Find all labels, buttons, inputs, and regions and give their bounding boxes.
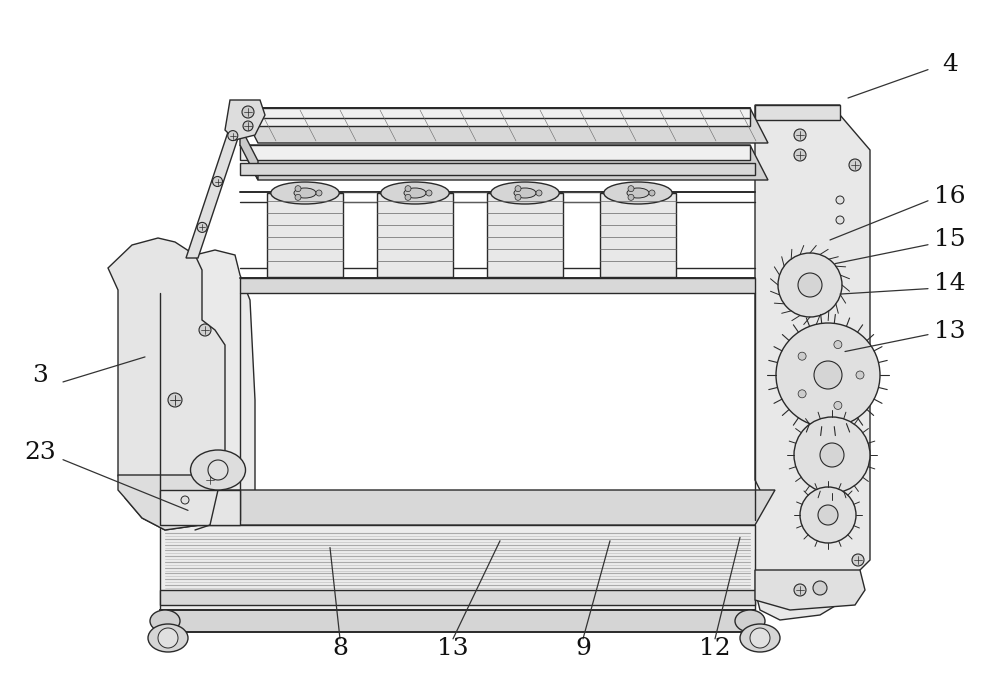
- Circle shape: [794, 584, 806, 596]
- Text: 23: 23: [24, 441, 56, 464]
- Circle shape: [800, 487, 856, 543]
- Text: 9: 9: [575, 637, 591, 660]
- Polygon shape: [160, 490, 240, 525]
- Circle shape: [836, 196, 844, 204]
- Polygon shape: [225, 100, 265, 140]
- Polygon shape: [267, 193, 343, 277]
- Circle shape: [316, 190, 322, 196]
- Circle shape: [798, 390, 806, 397]
- Circle shape: [628, 194, 634, 200]
- Circle shape: [228, 130, 238, 141]
- Ellipse shape: [381, 182, 449, 204]
- Ellipse shape: [604, 182, 672, 204]
- Circle shape: [208, 460, 228, 480]
- Circle shape: [212, 176, 222, 187]
- Circle shape: [295, 186, 301, 192]
- Text: 8: 8: [332, 637, 348, 660]
- Circle shape: [778, 253, 842, 317]
- Circle shape: [818, 505, 838, 525]
- Polygon shape: [160, 525, 755, 610]
- Polygon shape: [755, 570, 865, 610]
- Circle shape: [814, 361, 842, 389]
- Polygon shape: [240, 145, 750, 160]
- Circle shape: [243, 121, 253, 131]
- Circle shape: [168, 393, 182, 407]
- Circle shape: [426, 190, 432, 196]
- Circle shape: [849, 159, 861, 171]
- Circle shape: [834, 341, 842, 349]
- Polygon shape: [600, 193, 676, 277]
- Polygon shape: [108, 238, 225, 530]
- Circle shape: [856, 371, 864, 379]
- Circle shape: [649, 190, 655, 196]
- Polygon shape: [186, 105, 249, 258]
- Circle shape: [852, 554, 864, 566]
- Ellipse shape: [294, 188, 316, 198]
- Circle shape: [158, 628, 178, 648]
- Polygon shape: [118, 475, 225, 530]
- Polygon shape: [487, 193, 563, 277]
- Polygon shape: [755, 105, 840, 120]
- Polygon shape: [240, 126, 258, 180]
- Text: 3: 3: [32, 364, 48, 387]
- Circle shape: [536, 190, 542, 196]
- Circle shape: [405, 186, 411, 192]
- Ellipse shape: [148, 624, 188, 652]
- Ellipse shape: [514, 188, 536, 198]
- Ellipse shape: [491, 182, 559, 204]
- Circle shape: [515, 186, 521, 192]
- Text: 12: 12: [699, 637, 731, 660]
- Circle shape: [295, 194, 301, 200]
- Ellipse shape: [150, 610, 180, 632]
- Text: 13: 13: [437, 637, 469, 660]
- Circle shape: [405, 194, 411, 200]
- Circle shape: [794, 129, 806, 141]
- Ellipse shape: [740, 624, 780, 652]
- Circle shape: [798, 273, 822, 297]
- Circle shape: [197, 222, 207, 233]
- Ellipse shape: [735, 610, 765, 632]
- Text: 13: 13: [934, 320, 966, 343]
- Text: 15: 15: [934, 228, 966, 251]
- Polygon shape: [160, 498, 755, 520]
- Ellipse shape: [404, 188, 426, 198]
- Polygon shape: [240, 108, 768, 143]
- Text: 14: 14: [934, 272, 966, 295]
- Polygon shape: [160, 610, 755, 632]
- Polygon shape: [755, 105, 870, 620]
- Circle shape: [820, 443, 844, 467]
- Circle shape: [181, 496, 189, 504]
- Polygon shape: [377, 193, 453, 277]
- Ellipse shape: [190, 450, 246, 490]
- Circle shape: [794, 417, 870, 493]
- Text: 4: 4: [942, 53, 958, 76]
- Circle shape: [798, 352, 806, 360]
- Circle shape: [776, 323, 880, 427]
- Polygon shape: [240, 278, 755, 293]
- Circle shape: [199, 324, 211, 336]
- Text: 16: 16: [934, 185, 966, 208]
- Circle shape: [515, 194, 521, 200]
- Circle shape: [242, 106, 254, 118]
- Polygon shape: [160, 490, 775, 525]
- Ellipse shape: [627, 188, 649, 198]
- Polygon shape: [240, 163, 755, 175]
- Circle shape: [836, 216, 844, 224]
- Circle shape: [628, 186, 634, 192]
- Polygon shape: [155, 250, 255, 530]
- Polygon shape: [240, 108, 750, 126]
- Circle shape: [813, 581, 827, 595]
- Ellipse shape: [271, 182, 339, 204]
- Polygon shape: [240, 145, 768, 180]
- Circle shape: [834, 402, 842, 410]
- Circle shape: [750, 628, 770, 648]
- Polygon shape: [160, 590, 755, 605]
- Circle shape: [794, 149, 806, 161]
- Circle shape: [204, 474, 216, 486]
